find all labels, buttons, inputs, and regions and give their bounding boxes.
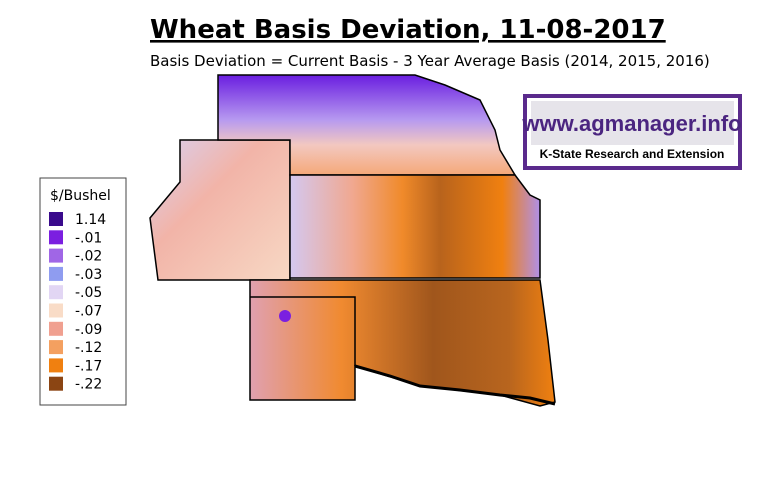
legend-label: -.05 (75, 285, 102, 301)
legend-swatch (49, 321, 63, 336)
legend-label: 1.14 (75, 212, 106, 228)
logo-url: www.agmanager.info (521, 111, 741, 136)
subtitle: Basis Deviation = Current Basis - 3 Year… (150, 52, 710, 70)
logo-band (531, 101, 734, 145)
legend-swatch (49, 358, 63, 373)
legend-swatch (49, 212, 63, 226)
legend-label: -.12 (75, 340, 102, 356)
legend-label: -.03 (75, 267, 102, 283)
legend-swatch (49, 248, 63, 263)
legend-label: -.07 (75, 304, 102, 320)
legend-swatch (49, 285, 63, 300)
legend-swatch (49, 340, 63, 355)
logo: www.agmanager.info K-State Research and … (521, 94, 742, 170)
legend-label: -.02 (75, 249, 102, 265)
legend-swatch (49, 266, 63, 281)
legend-label: -.09 (75, 322, 102, 338)
red-river (354, 364, 556, 406)
legend-title: $/Bushel (50, 188, 111, 204)
hotspot (279, 310, 291, 322)
boundary (250, 296, 356, 366)
kansas (289, 174, 541, 279)
legend-label: -.22 (75, 377, 102, 393)
legend-label: -.17 (75, 358, 102, 374)
legend: $/Bushel 1.14 -.01 -.02 -.03 -.05 -.07 -.09 -.1… (39, 177, 127, 406)
state-map (149, 74, 556, 407)
legend-swatch (49, 230, 63, 245)
legend-label: -.01 (75, 230, 102, 246)
oklahoma-texas (249, 279, 556, 407)
title: Wheat Basis Deviation, 11-08-2017 (150, 15, 666, 45)
legend-swatch (49, 376, 63, 391)
nebraska (217, 74, 517, 176)
legend-swatch (49, 303, 63, 318)
colorado-region (149, 139, 291, 281)
logo-tagline: K-State Research and Extension (540, 147, 725, 161)
